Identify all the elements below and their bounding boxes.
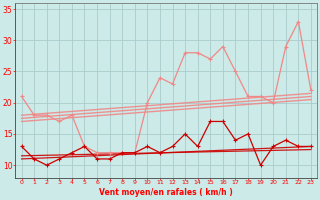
X-axis label: Vent moyen/en rafales ( km/h ): Vent moyen/en rafales ( km/h ) — [100, 188, 233, 197]
